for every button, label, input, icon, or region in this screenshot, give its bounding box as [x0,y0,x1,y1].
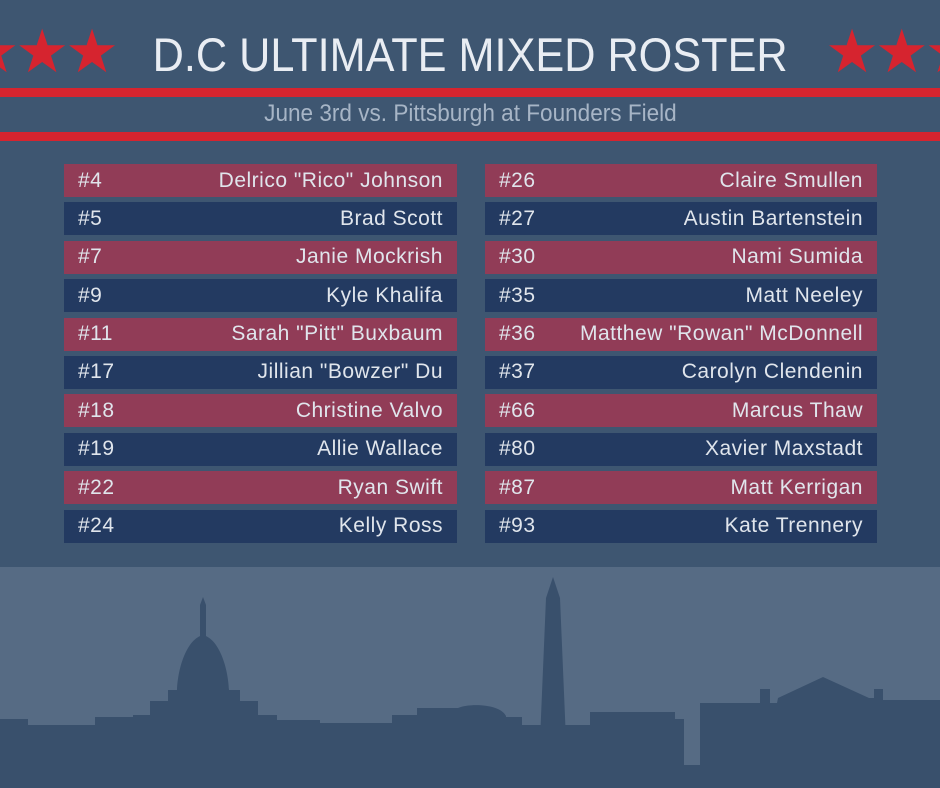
player-number: #37 [499,360,536,384]
player-number: #66 [499,398,536,422]
player-number: #5 [78,206,103,230]
roster-row: #87 Matt Kerrigan [485,471,877,505]
header: ★ ★ ★ D.C ULTIMATE MIXED ROSTER ★ ★ ★ [0,18,940,86]
roster-row: #9 Kyle Khalifa [64,279,457,313]
roster-row: #19 Allie Wallace [64,432,457,466]
skyline-band [0,567,940,788]
player-name: Kate Trennery [724,514,863,538]
roster-row: #18 Christine Valvo [64,394,457,428]
roster-row: #24 Kelly Ross [64,509,457,543]
divider-line-top [0,88,940,97]
player-number: #26 [499,168,536,192]
roster-row: #11 Sarah "Pitt" Buxbaum [64,317,457,351]
roster-row: #27 Austin Bartenstein [485,202,877,236]
player-name: Claire Smullen [719,168,863,192]
roster-column-right: #26 Claire Smullen #27 Austin Bartenstei… [485,164,877,548]
player-name: Ryan Swift [337,475,443,499]
roster-row: #35 Matt Neeley [485,279,877,313]
player-number: #27 [499,206,536,230]
player-number: #24 [78,514,115,538]
star-icon: ★ [925,22,940,82]
player-name: Matt Neeley [745,283,863,307]
poster-subtitle: June 3rd vs. Pittsburgh at Founders Fiel… [263,100,677,127]
player-number: #80 [499,437,536,461]
dc-skyline-silhouette [0,577,940,788]
roster-row: #93 Kate Trennery [485,509,877,543]
roster-row: #30 Nami Sumida [485,240,877,274]
roster-row: #5 Brad Scott [64,202,457,236]
player-number: #30 [499,245,536,269]
divider-line-bottom [0,132,940,141]
player-name: Sarah "Pitt" Buxbaum [231,322,443,346]
player-name: Marcus Thaw [731,398,863,422]
player-number: #93 [499,514,536,538]
player-name: Xavier Maxstadt [704,437,863,461]
roster-row: #22 Ryan Swift [64,471,457,505]
player-number: #36 [499,322,536,346]
star-icon: ★ [15,18,69,85]
player-name: Brad Scott [339,206,443,230]
player-name: Allie Wallace [317,437,443,461]
player-number: #11 [78,322,113,346]
player-name: Kyle Khalifa [326,283,443,307]
roster-row: #36 Matthew "Rowan" McDonnell [485,317,877,351]
player-name: Nami Sumida [731,245,863,269]
roster-row: #66 Marcus Thaw [485,394,877,428]
player-name: Matthew "Rowan" McDonnell [579,322,863,346]
star-icon: ★ [874,18,929,85]
player-number: #7 [78,245,103,269]
player-name: Austin Bartenstein [683,206,863,230]
stars-right: ★ ★ ★ [825,18,940,85]
player-number: #17 [78,360,115,384]
player-name: Janie Mockrish [295,245,443,269]
player-name: Jillian "Bowzer" Du [257,360,443,384]
player-name: Kelly Ross [338,514,443,538]
star-icon: ★ [0,22,19,82]
player-number: #35 [499,283,536,307]
roster-row: #7 Janie Mockrish [64,240,457,274]
roster-row: #4 Delrico "Rico" Johnson [64,164,457,197]
player-number: #4 [78,168,103,192]
player-name: Delrico "Rico" Johnson [218,168,443,192]
star-icon: ★ [825,18,879,85]
player-name: Carolyn Clendenin [681,360,863,384]
star-icon: ★ [65,18,119,85]
stars-left: ★ ★ ★ [0,18,119,85]
player-number: #18 [78,398,115,422]
roster-column-left: #4 Delrico "Rico" Johnson #5 Brad Scott … [64,164,457,548]
player-number: #87 [499,475,536,499]
roster-row: #80 Xavier Maxstadt [485,432,877,466]
subtitle-wrap: June 3rd vs. Pittsburgh at Founders Fiel… [0,99,940,129]
player-name: Christine Valvo [295,398,443,422]
roster-row: #17 Jillian "Bowzer" Du [64,355,457,389]
player-name: Matt Kerrigan [730,475,863,499]
roster-row: #37 Carolyn Clendenin [485,355,877,389]
player-number: #9 [78,283,103,307]
player-number: #19 [78,437,115,461]
player-number: #22 [78,475,115,499]
poster-title: D.C ULTIMATE MIXED ROSTER [152,28,788,81]
roster-row: #26 Claire Smullen [485,164,877,197]
